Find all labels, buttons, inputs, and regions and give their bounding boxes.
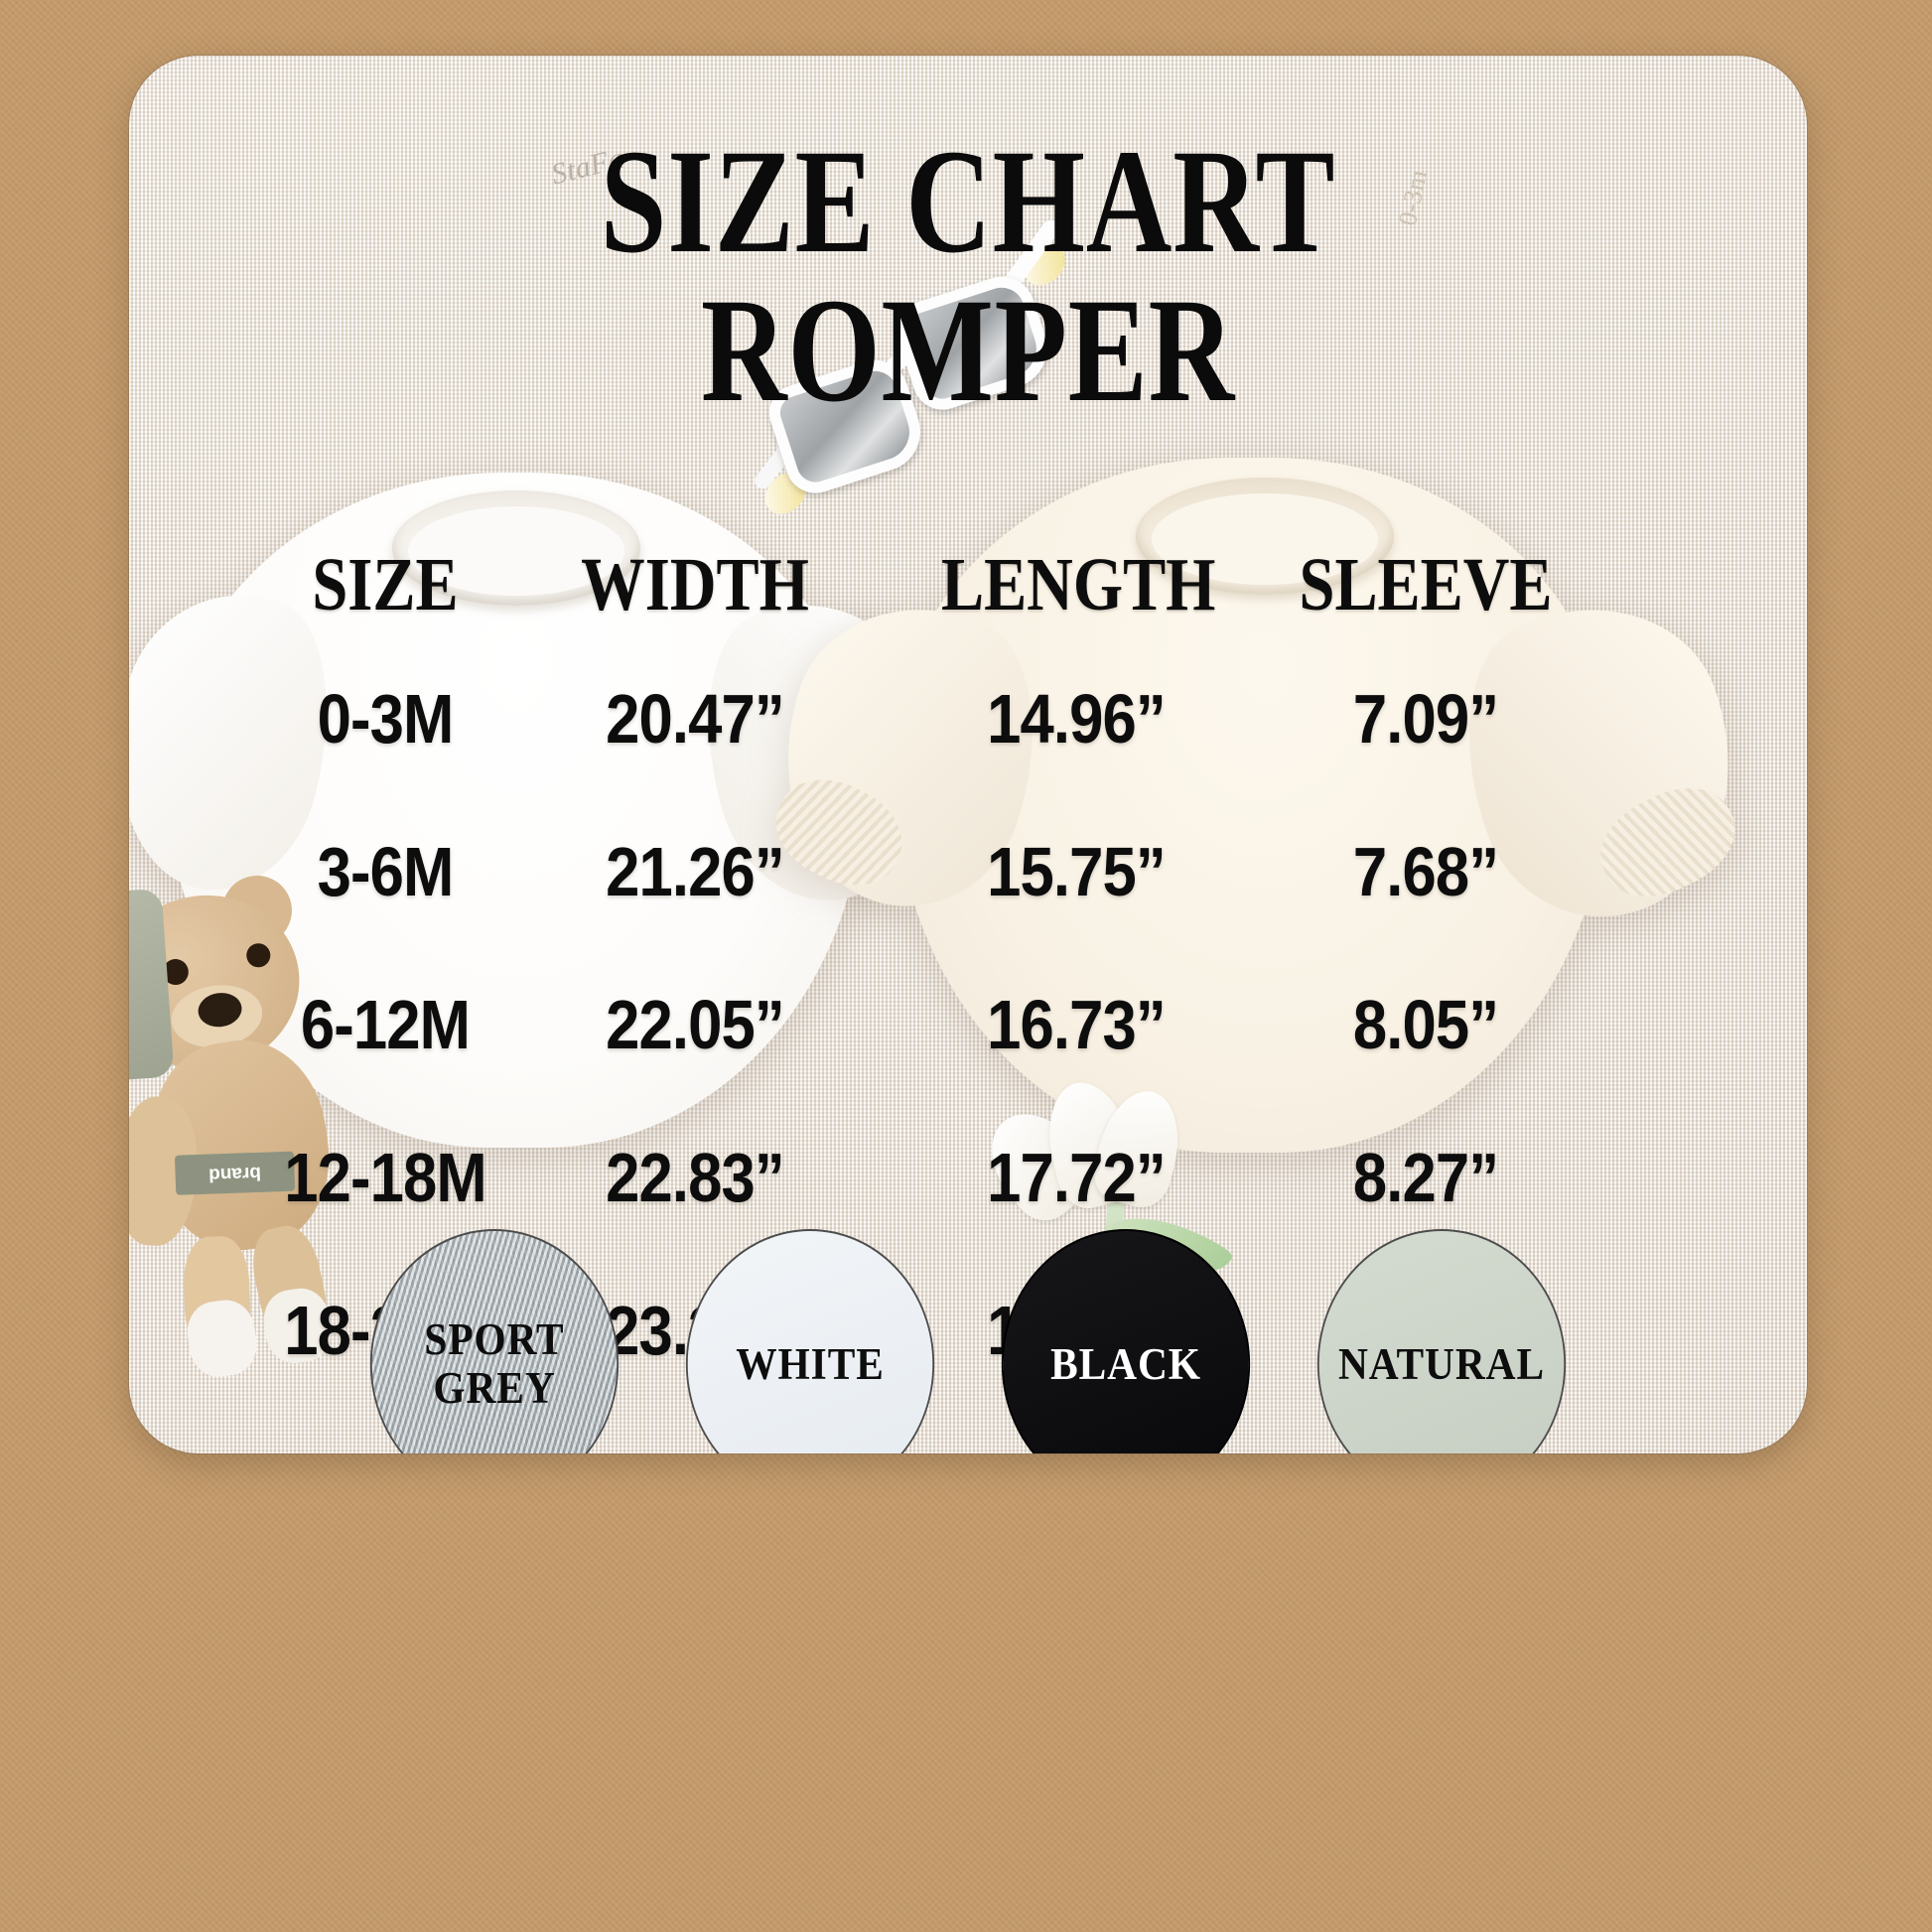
cell-sleeve: 7.68” xyxy=(1352,833,1499,910)
title-line-2: ROMPER xyxy=(700,268,1236,433)
table-row: 0-3M 20.47” 14.96” 7.09” xyxy=(129,679,1807,759)
cell-size: 12-18M xyxy=(284,1139,486,1216)
cell-width: 21.26” xyxy=(606,833,785,910)
cell-length: 14.96” xyxy=(987,680,1167,758)
table-row: 6-12M 22.05” 16.73” 8.05” xyxy=(129,985,1807,1064)
cell-length: 15.75” xyxy=(987,833,1167,910)
cell-width: 22.83” xyxy=(606,1139,785,1216)
cell-sleeve: 7.09” xyxy=(1352,680,1499,758)
swatch-label-line-1: WHITE xyxy=(736,1338,885,1389)
swatch-label-line-1: NATURAL xyxy=(1337,1338,1546,1389)
cell-length: 16.73” xyxy=(987,986,1167,1063)
swatch-label-line-2: GREY xyxy=(433,1363,556,1413)
swatch-label-line-1: SPORT xyxy=(424,1314,565,1365)
page-title: SIZE CHART ROMPER xyxy=(297,127,1639,425)
cell-size: 0-3M xyxy=(317,680,455,758)
column-header-length: LENGTH xyxy=(941,543,1216,626)
column-header-size: SIZE xyxy=(312,543,459,626)
table-row: 12-18M 22.83” 17.72” 8.27” xyxy=(129,1138,1807,1217)
color-swatch-group: SPORT GREY WHITE BLACK NATURAL xyxy=(129,1229,1807,1453)
cell-sleeve: 8.05” xyxy=(1352,986,1499,1063)
cell-length: 17.72” xyxy=(987,1139,1167,1216)
title-line-1: SIZE CHART xyxy=(600,119,1336,284)
cell-size: 6-12M xyxy=(300,986,471,1063)
cell-width: 22.05” xyxy=(606,986,785,1063)
cell-size: 3-6M xyxy=(317,833,455,910)
swatch-white[interactable]: WHITE xyxy=(685,1229,935,1453)
column-header-width: WIDTH xyxy=(581,543,809,626)
cell-width: 20.47” xyxy=(606,680,785,758)
swatch-label-line-1: BLACK xyxy=(1050,1338,1201,1389)
cell-sleeve: 8.27” xyxy=(1352,1139,1499,1216)
table-header-row: SIZE WIDTH LENGTH SLEEVE xyxy=(129,542,1807,628)
swatch-black[interactable]: BLACK xyxy=(1001,1229,1251,1453)
swatch-natural[interactable]: NATURAL xyxy=(1316,1229,1567,1453)
table-row: 3-6M 21.26” 15.75” 7.68” xyxy=(129,832,1807,911)
column-header-sleeve: SLEEVE xyxy=(1299,543,1553,626)
size-chart-card: StaFa 0-3m brand SIZE CHART ROMPER SIZE xyxy=(129,56,1807,1453)
swatch-sport-grey[interactable]: SPORT GREY xyxy=(369,1229,620,1453)
